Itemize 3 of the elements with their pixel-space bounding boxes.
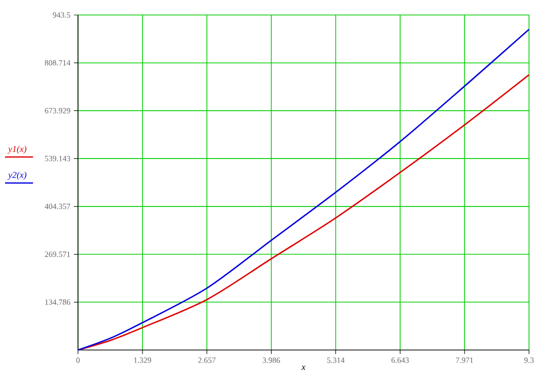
text: y1(x)	[7, 146, 26, 154]
text: y2(x)	[7, 172, 26, 180]
x-axis-title: x	[301, 366, 306, 370]
